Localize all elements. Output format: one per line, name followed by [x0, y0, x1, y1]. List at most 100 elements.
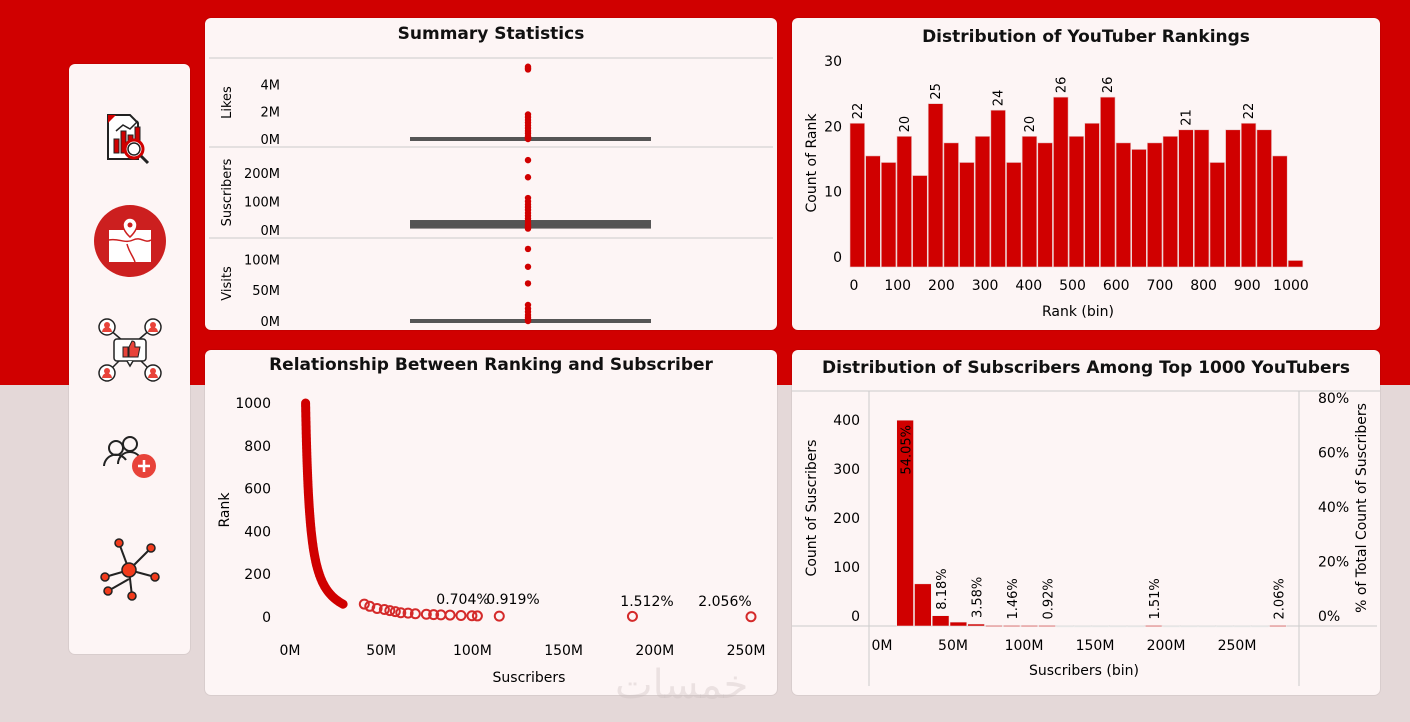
x-tick-label: 200 — [928, 278, 955, 294]
bar — [1109, 625, 1127, 628]
outlier-point — [524, 245, 532, 253]
data-label: 8.18% — [935, 568, 950, 609]
y2-axis-label: % of Total Count of Suscribers — [1354, 403, 1370, 613]
y-tick-label: 400 — [244, 524, 271, 540]
bar — [1074, 625, 1092, 628]
watermark: خمسات — [615, 662, 749, 708]
scatter-point — [493, 610, 505, 622]
outlier-point — [524, 225, 532, 232]
y-tick-label: 10 — [824, 185, 842, 201]
network-icon — [99, 538, 160, 601]
summary-statistics-chart: Likes 0M 2M 4M Suscribers 0M 100M 200M Visits 0M 5… — [209, 57, 773, 330]
y-tick-label: 200 — [833, 511, 860, 527]
outlier-point — [524, 135, 532, 143]
scatter-point — [745, 611, 757, 623]
bar — [912, 175, 928, 268]
y-tick-label: 0 — [833, 250, 842, 266]
bar — [1178, 129, 1194, 268]
bar — [1240, 122, 1257, 268]
y2-tick-label: 80% — [1318, 391, 1349, 407]
bar — [1269, 625, 1287, 627]
bar — [1193, 129, 1210, 268]
data-label: 2.06% — [1272, 578, 1287, 619]
x-tick-label: 0M — [280, 643, 301, 659]
bar — [1038, 625, 1056, 627]
outlier-point — [524, 317, 532, 325]
x-axis-label: Suscribers — [493, 670, 566, 686]
bar — [967, 623, 985, 627]
scatter-dense-cluster — [301, 398, 348, 609]
outlier-point — [524, 263, 532, 270]
bar — [1256, 129, 1272, 268]
bar — [881, 162, 897, 268]
social-likes-icon — [97, 318, 162, 382]
data-label: 54.05% — [900, 425, 915, 475]
scatter-point — [466, 610, 478, 622]
bar — [1003, 625, 1021, 627]
bar — [1180, 625, 1198, 628]
scatter-point — [395, 607, 407, 619]
bar — [1020, 625, 1038, 627]
bar — [1225, 129, 1241, 268]
sidebar — [69, 64, 190, 654]
x-tick-label: 200M — [635, 643, 674, 659]
data-label: 22 — [851, 103, 866, 120]
data-label: 2.056% — [698, 594, 751, 610]
summary-statistics-card: Summary Statistics Likes 0M 2M 4M Suscribers… — [205, 18, 777, 330]
scatter-point — [384, 605, 396, 617]
chart-title: Distribution of YouTuber Rankings — [922, 27, 1250, 47]
data-label: 24 — [992, 90, 1007, 107]
bar — [1272, 155, 1288, 268]
bar — [914, 583, 932, 627]
data-label: 21 — [1179, 109, 1194, 126]
sidebar-item-add-user[interactable] — [69, 419, 190, 499]
chart-title: Distribution of Subscribers Among Top 10… — [822, 358, 1350, 378]
y-tick-label: 1000 — [235, 396, 271, 412]
y-tick-label: 0 — [851, 609, 860, 625]
bar — [1056, 625, 1074, 628]
bar — [943, 142, 959, 268]
sidebar-item-social-likes[interactable] — [69, 310, 190, 390]
y-tick-label: 50M — [252, 284, 280, 299]
data-label: 22 — [1242, 103, 1257, 120]
outlier-point — [524, 174, 532, 181]
bar — [1287, 260, 1304, 268]
y-tick-label: 100M — [244, 195, 280, 210]
y-tick-label: 0M — [261, 133, 281, 148]
bar — [990, 109, 1006, 268]
bar — [974, 136, 991, 268]
scatter-point — [402, 607, 414, 619]
y2-tick-label: 0% — [1318, 609, 1340, 625]
sidebar-item-map-location[interactable] — [69, 201, 190, 281]
outlier-point — [524, 66, 532, 73]
x-tick-label: 700 — [1147, 278, 1174, 294]
bar — [1100, 96, 1116, 268]
subscriber-distribution-card: Distribution of Subscribers Among Top 10… — [792, 350, 1380, 695]
bar — [932, 615, 950, 627]
x-tick-label: 800 — [1190, 278, 1217, 294]
y-tick-label: 200 — [244, 567, 271, 583]
rank-distribution-chart: 0 10 20 30 Count of Rank 22 20 25 24 20 26 26 21 22 0 1… — [804, 54, 1309, 320]
sidebar-item-network[interactable] — [69, 530, 190, 610]
y-tick-label: 400 — [833, 413, 860, 429]
bar — [949, 621, 967, 627]
data-label: 25 — [929, 83, 944, 100]
x-axis-label: Rank (bin) — [1042, 304, 1114, 320]
x-tick-label: 200M — [1147, 638, 1186, 654]
rank-distribution-card: Distribution of YouTuber Rankings 0 10 20 3… — [792, 18, 1380, 330]
outlier-point — [524, 156, 532, 164]
panel-label: Suscribers — [220, 158, 235, 226]
scatter-point — [428, 609, 440, 621]
bar — [1084, 122, 1100, 268]
sidebar-item-report-analytics[interactable] — [69, 101, 190, 181]
scatter-point — [389, 606, 401, 618]
add-user-icon — [102, 436, 156, 478]
outlier-point — [524, 280, 532, 287]
data-label: 1.51% — [1148, 578, 1163, 619]
scatter-point — [455, 610, 467, 622]
bar — [959, 162, 975, 268]
x-tick-label: 0 — [850, 278, 859, 294]
data-label: 20 — [1023, 116, 1038, 133]
bar — [1251, 625, 1269, 628]
bar — [1131, 149, 1147, 268]
